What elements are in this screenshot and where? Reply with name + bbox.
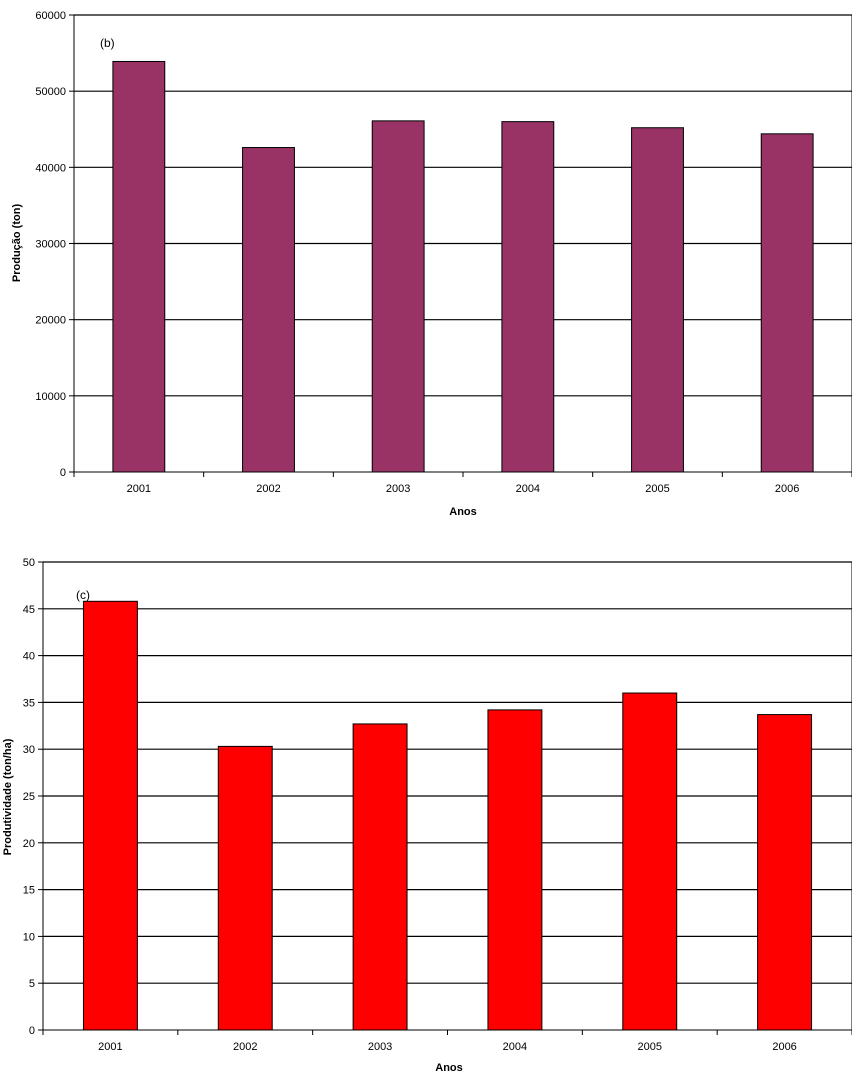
y-tick-label: 35 xyxy=(23,697,35,709)
x-tick-labels: 2001 2002 2003 2004 2005 2006 xyxy=(127,483,800,495)
x-tick-label: 2002 xyxy=(256,483,280,495)
axes xyxy=(69,14,852,477)
bar-2004 xyxy=(487,709,543,1031)
panel-label: (b) xyxy=(100,36,115,50)
x-tick-label: 2002 xyxy=(233,1041,257,1053)
bar-2006 xyxy=(760,133,814,473)
production-chart: 0 10000 20000 30000 40000 50000 60000 2001 2002… xyxy=(11,10,852,518)
bar-2006 xyxy=(757,714,813,1031)
y-tick-label: 60000 xyxy=(35,10,66,22)
y-tick-label: 50000 xyxy=(35,86,66,98)
y-tick-label: 20000 xyxy=(35,315,66,327)
y-tick-label: 40 xyxy=(23,651,35,663)
bar-2005 xyxy=(622,692,678,1031)
bar-2003 xyxy=(371,120,425,473)
x-axis-title: Anos xyxy=(449,506,477,518)
x-tick-label: 2006 xyxy=(772,1041,796,1053)
y-tick-label: 0 xyxy=(60,467,66,479)
y-tick-label: 5 xyxy=(29,978,35,990)
x-tick-label: 2003 xyxy=(386,483,410,495)
bar-2002 xyxy=(217,745,273,1031)
bar-2003 xyxy=(352,723,408,1031)
y-axis-title: Produção (ton) xyxy=(11,204,23,283)
bars xyxy=(112,60,814,473)
y-tick-label: 30000 xyxy=(35,239,66,251)
bar-2001 xyxy=(82,600,138,1031)
x-tick-label: 2004 xyxy=(503,1041,527,1053)
y-tick-label: 10 xyxy=(23,931,35,943)
y-tick-label: 25 xyxy=(23,791,35,803)
x-tick-label: 2005 xyxy=(645,483,669,495)
x-tick-label: 2001 xyxy=(127,483,151,495)
bar-2004 xyxy=(501,121,555,473)
grid-lines xyxy=(43,608,852,984)
y-tick-labels: 0 10000 20000 30000 40000 50000 60000 xyxy=(35,10,66,479)
y-tick-label: 20 xyxy=(23,838,35,850)
x-tick-labels: 2001 2002 2003 2004 2005 2006 xyxy=(98,1041,797,1053)
x-tick-label: 2001 xyxy=(98,1041,122,1053)
y-tick-labels: 0 5 10 15 20 25 30 35 40 45 50 xyxy=(23,557,35,1037)
bar-2001 xyxy=(112,60,166,473)
panel-label: (c) xyxy=(76,588,90,602)
bar-2002 xyxy=(242,147,295,473)
y-tick-label: 0 xyxy=(29,1025,35,1037)
y-tick-label: 10000 xyxy=(35,391,66,403)
x-tick-label: 2004 xyxy=(516,483,540,495)
x-axis-title: Anos xyxy=(435,1062,463,1074)
y-tick-label: 40000 xyxy=(35,162,66,174)
y-axis-title: Produtividade (ton/ha) xyxy=(2,738,14,855)
grid-lines xyxy=(74,90,852,397)
x-tick-label: 2006 xyxy=(775,483,799,495)
bar-2005 xyxy=(631,127,684,473)
axes xyxy=(38,561,852,1035)
bars xyxy=(82,600,813,1031)
x-tick-label: 2005 xyxy=(638,1041,662,1053)
y-tick-label: 30 xyxy=(23,744,35,756)
y-tick-label: 15 xyxy=(23,885,35,897)
y-tick-label: 45 xyxy=(23,604,35,616)
y-tick-label: 50 xyxy=(23,557,35,569)
x-tick-label: 2003 xyxy=(368,1041,392,1053)
